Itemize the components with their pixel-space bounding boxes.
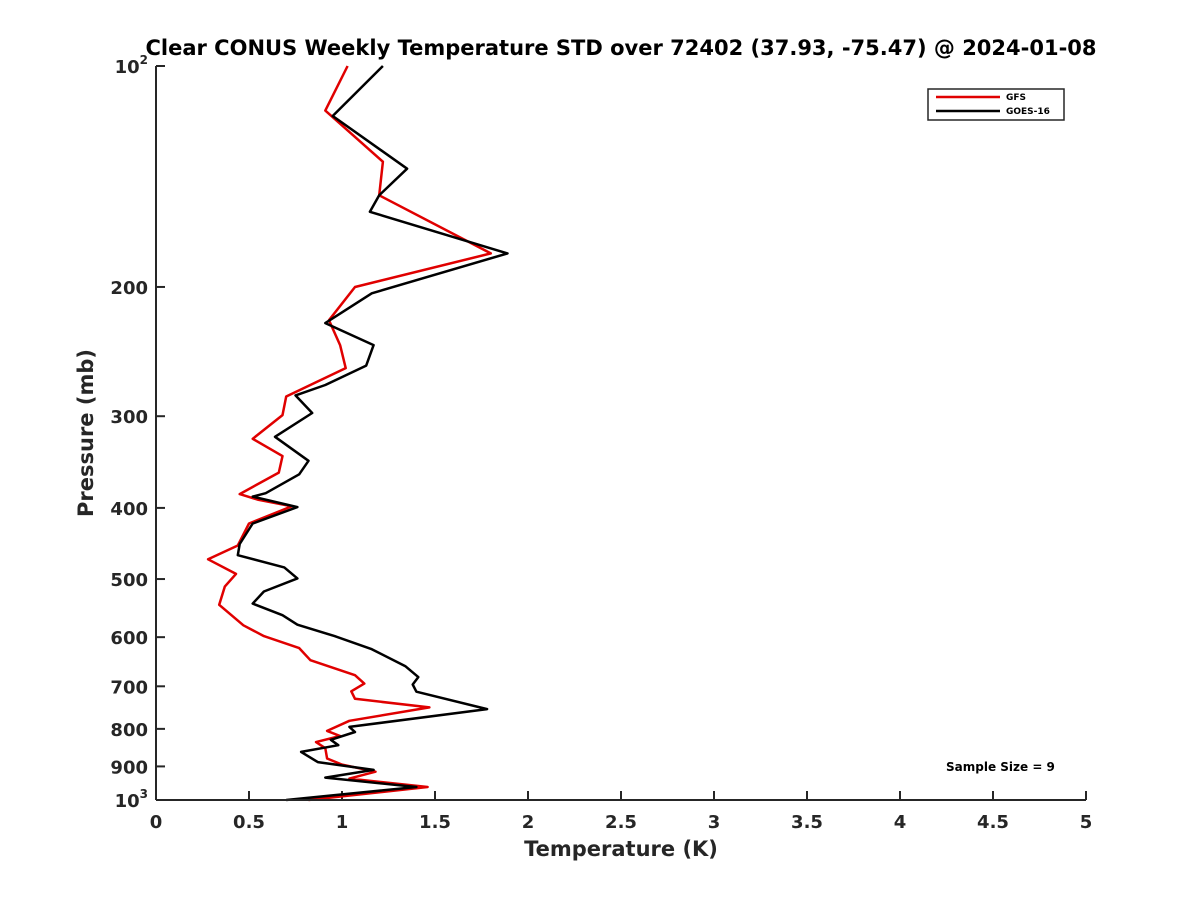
y-tick-label: 103 — [115, 787, 148, 812]
legend-box — [927, 88, 1065, 121]
x-tick-label: 3.5 — [791, 812, 823, 833]
x-tick-label: 0.5 — [233, 812, 265, 833]
legend-label-gfs: GFS — [1006, 93, 1026, 103]
y-tick-label: 700 — [110, 677, 148, 698]
x-tick-label: 2.5 — [605, 812, 637, 833]
series-line-goes16 — [236, 65, 509, 802]
y-tick-label: 500 — [110, 570, 148, 591]
y-tick-label: 102 — [115, 53, 148, 78]
x-tick-label: 4 — [894, 812, 907, 833]
y-tick-label: 200 — [110, 278, 148, 299]
x-tick-label: 3 — [708, 812, 721, 833]
x-tick-label: 0 — [150, 812, 163, 833]
series-line-gfs — [206, 65, 493, 802]
y-axis-label: Pressure (mb) — [74, 349, 98, 517]
y-tick-label: 600 — [110, 628, 148, 649]
x-tick-label: 1.5 — [419, 812, 451, 833]
x-tick-label: 1 — [336, 812, 349, 833]
x-tick-label: 4.5 — [977, 812, 1009, 833]
y-tick-label: 800 — [110, 720, 148, 741]
x-tick-label: 2 — [522, 812, 535, 833]
sample-size-annotation: Sample Size = 9 — [946, 760, 1055, 774]
x-axis-ticks: 0 0.5 1 1.5 2 2.5 3 3.5 4 4.5 5 — [150, 791, 1093, 833]
chart-title: Clear CONUS Weekly Temperature STD over … — [145, 36, 1096, 60]
y-tick-exponent: 3 — [140, 787, 148, 801]
y-tick-base: 10 — [115, 791, 140, 812]
y-tick-label: 300 — [110, 407, 148, 428]
y-tick-exponent: 2 — [140, 53, 148, 67]
legend: GFS GOES-16 — [927, 88, 1065, 121]
y-tick-label: 900 — [110, 757, 148, 778]
y-tick-label: 400 — [110, 499, 148, 520]
legend-label-goes16: GOES-16 — [1006, 107, 1050, 117]
x-tick-label: 5 — [1080, 812, 1093, 833]
x-axis-label: Temperature (K) — [524, 837, 718, 861]
series-layer — [206, 65, 509, 802]
y-tick-base: 10 — [115, 57, 140, 78]
